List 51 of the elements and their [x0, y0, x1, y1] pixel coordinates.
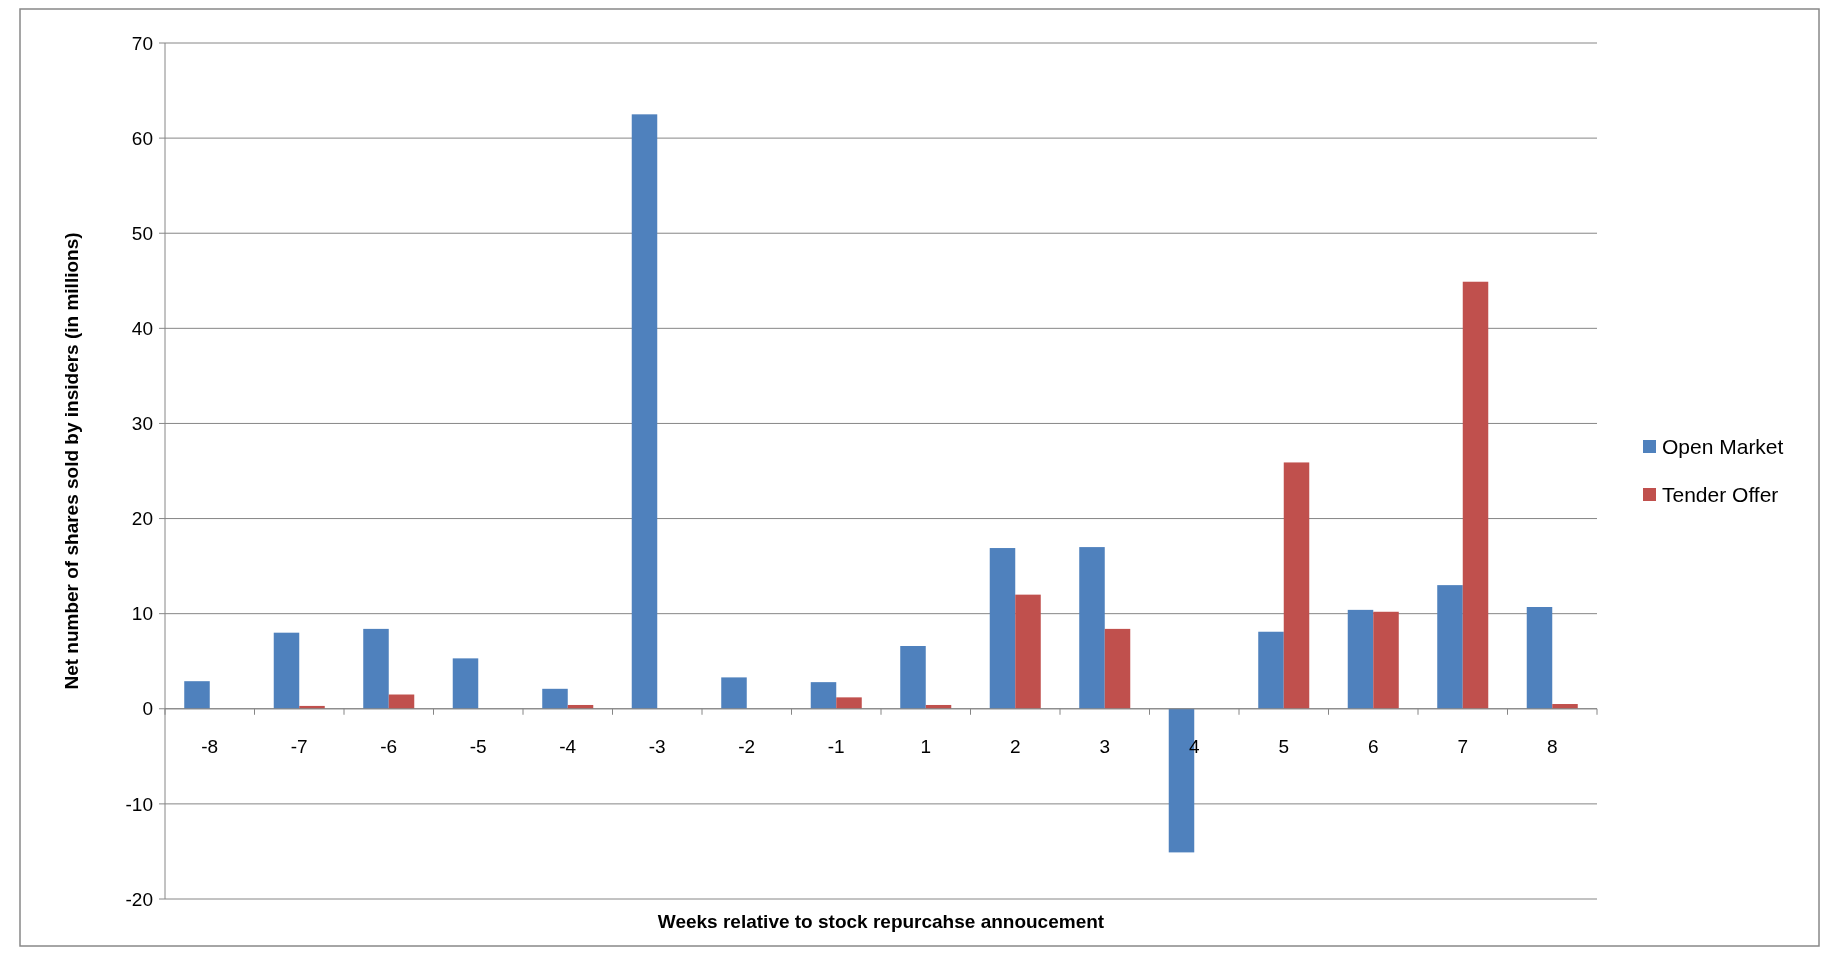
bar — [1373, 611, 1399, 709]
bar — [273, 632, 300, 709]
x-tick-label: 3 — [1099, 735, 1111, 757]
bar — [631, 114, 658, 709]
bar — [542, 688, 568, 709]
bar — [1079, 547, 1105, 709]
bar — [452, 658, 479, 709]
legend-label: Tender Offer — [1662, 483, 1779, 507]
x-tick-label: 2 — [1009, 735, 1021, 757]
bar — [1526, 607, 1553, 709]
x-tick-label: -4 — [559, 735, 577, 757]
bar — [1347, 609, 1374, 709]
x-tick-label: 6 — [1367, 735, 1379, 757]
x-axis-title: Weeks relative to stock repurcahse annoucement — [657, 911, 1105, 932]
x-tick-label: -3 — [648, 735, 666, 757]
bar — [1258, 631, 1284, 709]
x-tick-label: -7 — [290, 735, 308, 757]
x-tick-label: 8 — [1546, 735, 1558, 757]
bar — [810, 682, 837, 709]
bar — [836, 697, 862, 709]
y-tick-label: 70 — [131, 32, 153, 54]
bar — [1283, 462, 1310, 709]
x-tick-label: 7 — [1457, 735, 1469, 757]
y-tick-label: 0 — [142, 698, 153, 720]
bar — [184, 681, 210, 709]
y-axis-title: Net number of shares sold by insiders (in millions) — [61, 232, 82, 690]
y-tick-label: 60 — [131, 127, 153, 149]
x-tick-label: -2 — [738, 735, 756, 757]
x-tick-label: -5 — [469, 735, 487, 757]
bar — [721, 677, 747, 709]
legend-label: Open Market — [1662, 435, 1784, 459]
x-tick-label: 1 — [920, 735, 932, 757]
y-tick-label: -10 — [125, 793, 153, 815]
bar — [900, 646, 926, 709]
x-tick-label: -1 — [827, 735, 845, 757]
y-tick-label: 20 — [131, 508, 153, 530]
x-tick-label: 4 — [1188, 735, 1200, 757]
y-tick-label: 10 — [131, 603, 153, 625]
bar — [1104, 628, 1131, 709]
y-tick-label: 40 — [131, 317, 153, 339]
x-tick-label: -6 — [380, 735, 398, 757]
y-tick-label: 30 — [131, 413, 153, 435]
y-tick-label: -20 — [125, 888, 153, 910]
x-tick-label: 5 — [1278, 735, 1290, 757]
bar — [1462, 281, 1489, 709]
bar — [989, 548, 1016, 709]
bar — [363, 628, 389, 709]
bar — [1015, 594, 1041, 709]
bar — [1437, 585, 1463, 709]
x-tick-label: -8 — [201, 735, 219, 757]
y-tick-label: 50 — [131, 222, 153, 244]
